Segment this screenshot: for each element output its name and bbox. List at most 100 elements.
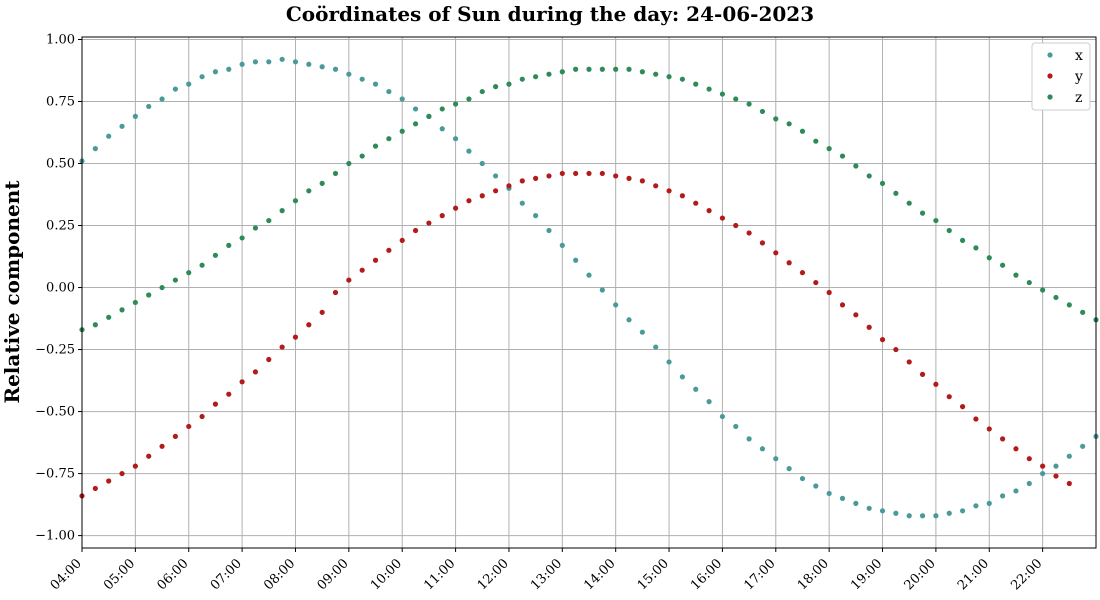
point-x bbox=[919, 513, 926, 519]
point-z bbox=[332, 170, 339, 177]
point-x bbox=[546, 227, 552, 234]
point-y bbox=[346, 277, 352, 283]
legend-label-z: z bbox=[1075, 90, 1082, 106]
point-z bbox=[279, 208, 285, 214]
y-tick-label: 0.50 bbox=[46, 157, 75, 172]
point-y bbox=[933, 381, 939, 387]
point-y bbox=[172, 433, 178, 439]
point-x bbox=[853, 500, 859, 506]
point-x bbox=[693, 386, 699, 392]
point-x bbox=[106, 133, 112, 139]
point-y bbox=[506, 183, 512, 189]
point-y bbox=[839, 302, 846, 308]
point-y bbox=[266, 356, 272, 363]
point-z bbox=[306, 188, 312, 194]
y-tick-label: 1.00 bbox=[46, 32, 75, 47]
point-y bbox=[533, 175, 539, 181]
point-z bbox=[292, 198, 299, 204]
point-y bbox=[799, 270, 806, 276]
point-y bbox=[546, 173, 552, 179]
point-z bbox=[786, 121, 792, 127]
point-z bbox=[372, 143, 379, 149]
point-x bbox=[412, 106, 419, 112]
point-x bbox=[386, 88, 392, 95]
point-x bbox=[199, 74, 205, 80]
point-x bbox=[252, 59, 259, 65]
point-y bbox=[893, 346, 899, 353]
point-z bbox=[733, 96, 739, 102]
point-x bbox=[786, 466, 792, 472]
point-z bbox=[893, 190, 899, 196]
point-y bbox=[252, 369, 259, 375]
point-x bbox=[266, 59, 272, 65]
point-y bbox=[1026, 456, 1032, 462]
point-z bbox=[799, 128, 806, 134]
point-z bbox=[973, 245, 979, 251]
point-x bbox=[1053, 463, 1059, 469]
point-z bbox=[172, 277, 178, 283]
point-x bbox=[332, 66, 339, 72]
point-y bbox=[786, 260, 792, 266]
grid-lines bbox=[81, 37, 1096, 548]
point-z bbox=[466, 96, 472, 102]
legend-label-y: y bbox=[1074, 69, 1083, 85]
series-z bbox=[79, 66, 1099, 333]
point-x bbox=[1080, 443, 1086, 449]
point-x bbox=[946, 510, 952, 516]
point-x bbox=[533, 213, 539, 219]
point-y bbox=[372, 257, 379, 263]
point-y bbox=[226, 391, 232, 397]
point-y bbox=[92, 485, 98, 492]
point-z bbox=[573, 66, 579, 72]
point-x bbox=[226, 66, 232, 72]
point-y bbox=[719, 215, 726, 221]
point-x bbox=[519, 200, 525, 206]
point-z bbox=[719, 91, 726, 97]
point-x bbox=[746, 436, 752, 442]
point-x bbox=[639, 329, 645, 335]
point-z bbox=[399, 128, 405, 134]
point-x bbox=[666, 359, 672, 365]
point-y bbox=[466, 198, 472, 204]
point-x bbox=[359, 76, 365, 82]
y-tick-label: −0.50 bbox=[35, 405, 75, 420]
point-x bbox=[493, 173, 499, 179]
point-z bbox=[119, 307, 125, 313]
point-y bbox=[959, 404, 966, 410]
point-x bbox=[653, 344, 659, 350]
point-y bbox=[146, 453, 152, 459]
point-x bbox=[172, 86, 178, 92]
point-y bbox=[239, 379, 245, 385]
chart-title: Coördinates of Sun during the day: 24-06… bbox=[286, 2, 814, 26]
point-x bbox=[573, 257, 579, 263]
point-y bbox=[399, 237, 405, 244]
point-z bbox=[159, 284, 165, 291]
point-x bbox=[212, 69, 219, 75]
series-y bbox=[79, 170, 1072, 499]
point-x bbox=[839, 495, 846, 501]
y-tick-label: −1.00 bbox=[35, 529, 75, 544]
legend-marker-x bbox=[1047, 52, 1053, 58]
point-z bbox=[826, 146, 832, 152]
point-z bbox=[546, 71, 552, 77]
point-y bbox=[186, 423, 192, 430]
legend-marker-z bbox=[1047, 94, 1053, 100]
point-z bbox=[1053, 294, 1059, 301]
point-z bbox=[839, 153, 846, 159]
y-axis-label: Relative component bbox=[0, 180, 24, 404]
point-y bbox=[479, 193, 485, 199]
point-y bbox=[132, 463, 138, 469]
point-z bbox=[1026, 279, 1032, 286]
y-tick-label: −0.25 bbox=[35, 343, 75, 358]
point-y bbox=[452, 205, 459, 211]
point-z bbox=[853, 163, 859, 169]
point-x bbox=[719, 413, 726, 420]
point-x bbox=[452, 136, 459, 142]
y-tick-label: 0.00 bbox=[46, 281, 75, 296]
point-z bbox=[319, 180, 325, 186]
point-y bbox=[212, 401, 219, 407]
point-x bbox=[866, 505, 872, 511]
point-y bbox=[879, 337, 886, 343]
point-z bbox=[412, 121, 419, 127]
